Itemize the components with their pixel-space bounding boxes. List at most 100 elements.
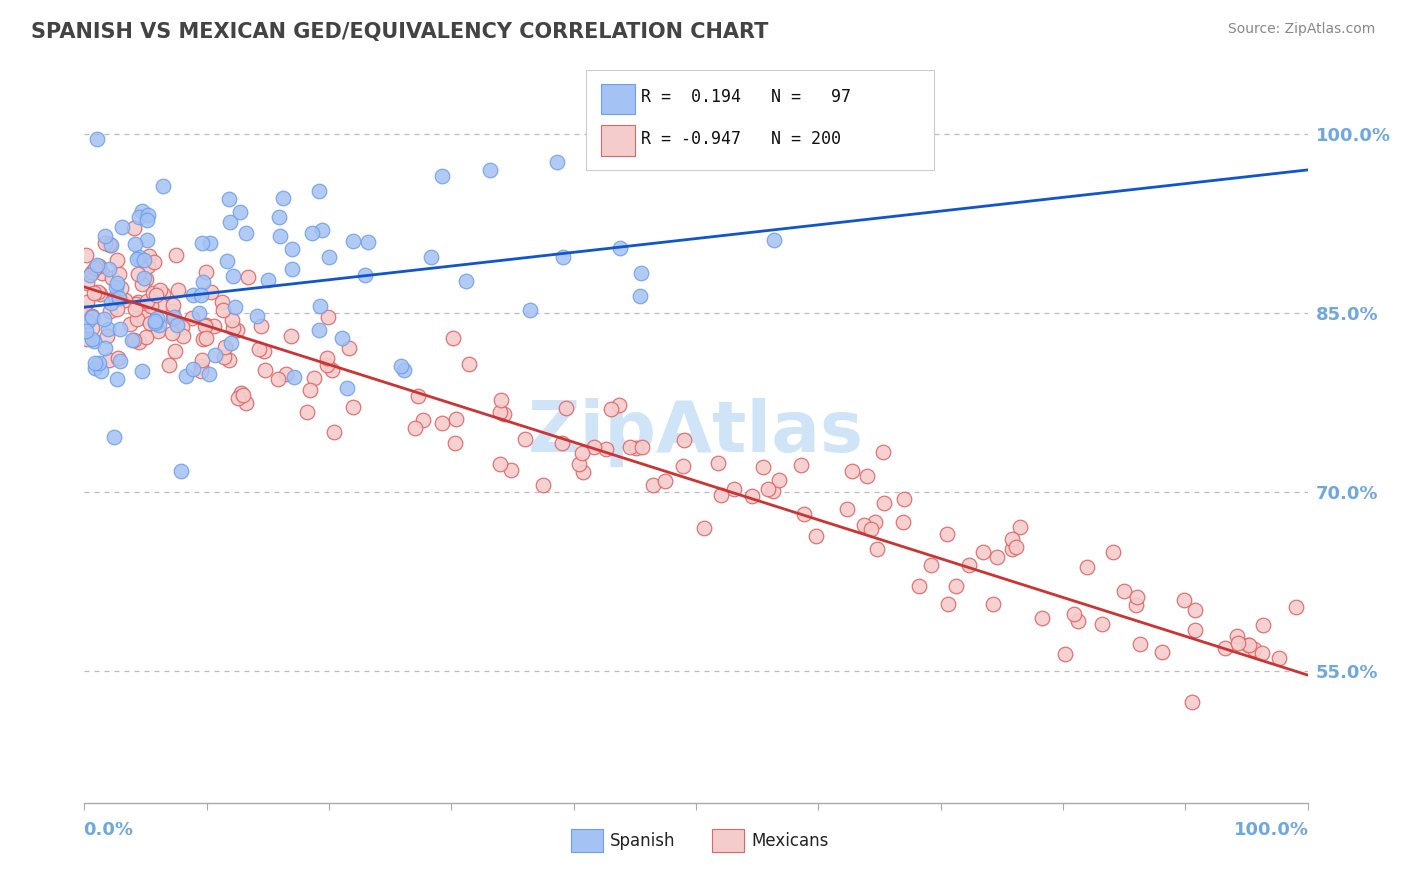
Point <box>90 363 112 377</box>
Point <box>146 324 169 338</box>
Point <box>128 250 150 264</box>
Point <box>551 251 574 265</box>
Point <box>751 459 773 474</box>
Point <box>98 238 121 252</box>
Point <box>190 287 212 301</box>
Point <box>519 302 541 317</box>
Point <box>841 464 863 478</box>
Point <box>86 258 108 272</box>
Point <box>654 474 676 488</box>
Point <box>1063 607 1085 622</box>
Point <box>136 259 159 273</box>
Point <box>1285 599 1308 614</box>
Point <box>1181 695 1204 709</box>
Point <box>120 317 142 331</box>
Point <box>124 237 146 252</box>
Point <box>127 267 149 281</box>
Point <box>226 323 249 337</box>
Point <box>124 301 146 316</box>
Point <box>354 268 377 282</box>
Point <box>131 364 153 378</box>
Point <box>143 313 166 327</box>
Point <box>132 253 155 268</box>
Point <box>181 310 204 325</box>
Point <box>193 332 215 346</box>
Point <box>494 407 516 421</box>
Point <box>105 253 128 268</box>
Point <box>250 318 273 333</box>
Point <box>478 163 501 178</box>
Point <box>236 269 259 284</box>
Point <box>768 473 790 487</box>
Point <box>304 371 326 385</box>
Point <box>246 309 269 323</box>
Point <box>972 545 994 559</box>
Point <box>893 492 915 507</box>
Point <box>1152 645 1174 659</box>
Point <box>1215 640 1237 655</box>
Point <box>295 405 318 419</box>
Text: R =  0.194   N =   97: R = 0.194 N = 97 <box>641 88 851 106</box>
Point <box>80 310 103 325</box>
Point <box>920 558 942 572</box>
Point <box>87 285 110 300</box>
Point <box>321 362 343 376</box>
Point <box>568 457 591 471</box>
Point <box>191 276 214 290</box>
Point <box>218 192 240 206</box>
Point <box>1184 623 1206 637</box>
Point <box>444 436 467 450</box>
Point <box>160 326 183 341</box>
Point <box>93 311 115 326</box>
Point <box>1129 637 1152 651</box>
Point <box>723 482 745 496</box>
Point <box>127 295 149 310</box>
Point <box>1227 636 1250 650</box>
Point <box>162 298 184 312</box>
Point <box>80 332 103 346</box>
Point <box>222 320 245 334</box>
FancyBboxPatch shape <box>711 829 744 853</box>
Point <box>143 317 166 331</box>
Point <box>986 550 1008 565</box>
Point <box>105 276 128 290</box>
Point <box>342 234 364 248</box>
Point <box>191 236 214 251</box>
Point <box>546 155 568 169</box>
Point <box>141 285 163 300</box>
Point <box>125 252 148 266</box>
Point <box>758 482 780 496</box>
Point <box>212 351 235 365</box>
Point <box>121 333 143 347</box>
Point <box>162 310 184 325</box>
Point <box>131 277 153 291</box>
Point <box>128 211 150 225</box>
Point <box>315 351 337 365</box>
Point <box>330 331 353 345</box>
Point <box>420 250 443 264</box>
Point <box>128 334 150 349</box>
Point <box>108 291 131 305</box>
Point <box>139 299 162 313</box>
Point <box>389 359 412 374</box>
FancyBboxPatch shape <box>571 829 603 853</box>
Point <box>83 356 105 370</box>
Point <box>114 293 136 307</box>
Point <box>190 359 212 373</box>
Point <box>94 235 117 250</box>
Point <box>707 456 730 470</box>
Point <box>105 372 128 386</box>
Point <box>125 311 148 326</box>
Point <box>762 234 785 248</box>
Point <box>76 276 98 290</box>
Point <box>188 306 211 320</box>
Point <box>595 442 617 456</box>
Point <box>91 266 114 280</box>
Point <box>80 310 103 324</box>
Point <box>135 272 157 286</box>
Point <box>190 364 212 378</box>
Point <box>135 213 157 227</box>
Point <box>149 283 172 297</box>
Point <box>204 348 226 362</box>
Point <box>143 255 166 269</box>
